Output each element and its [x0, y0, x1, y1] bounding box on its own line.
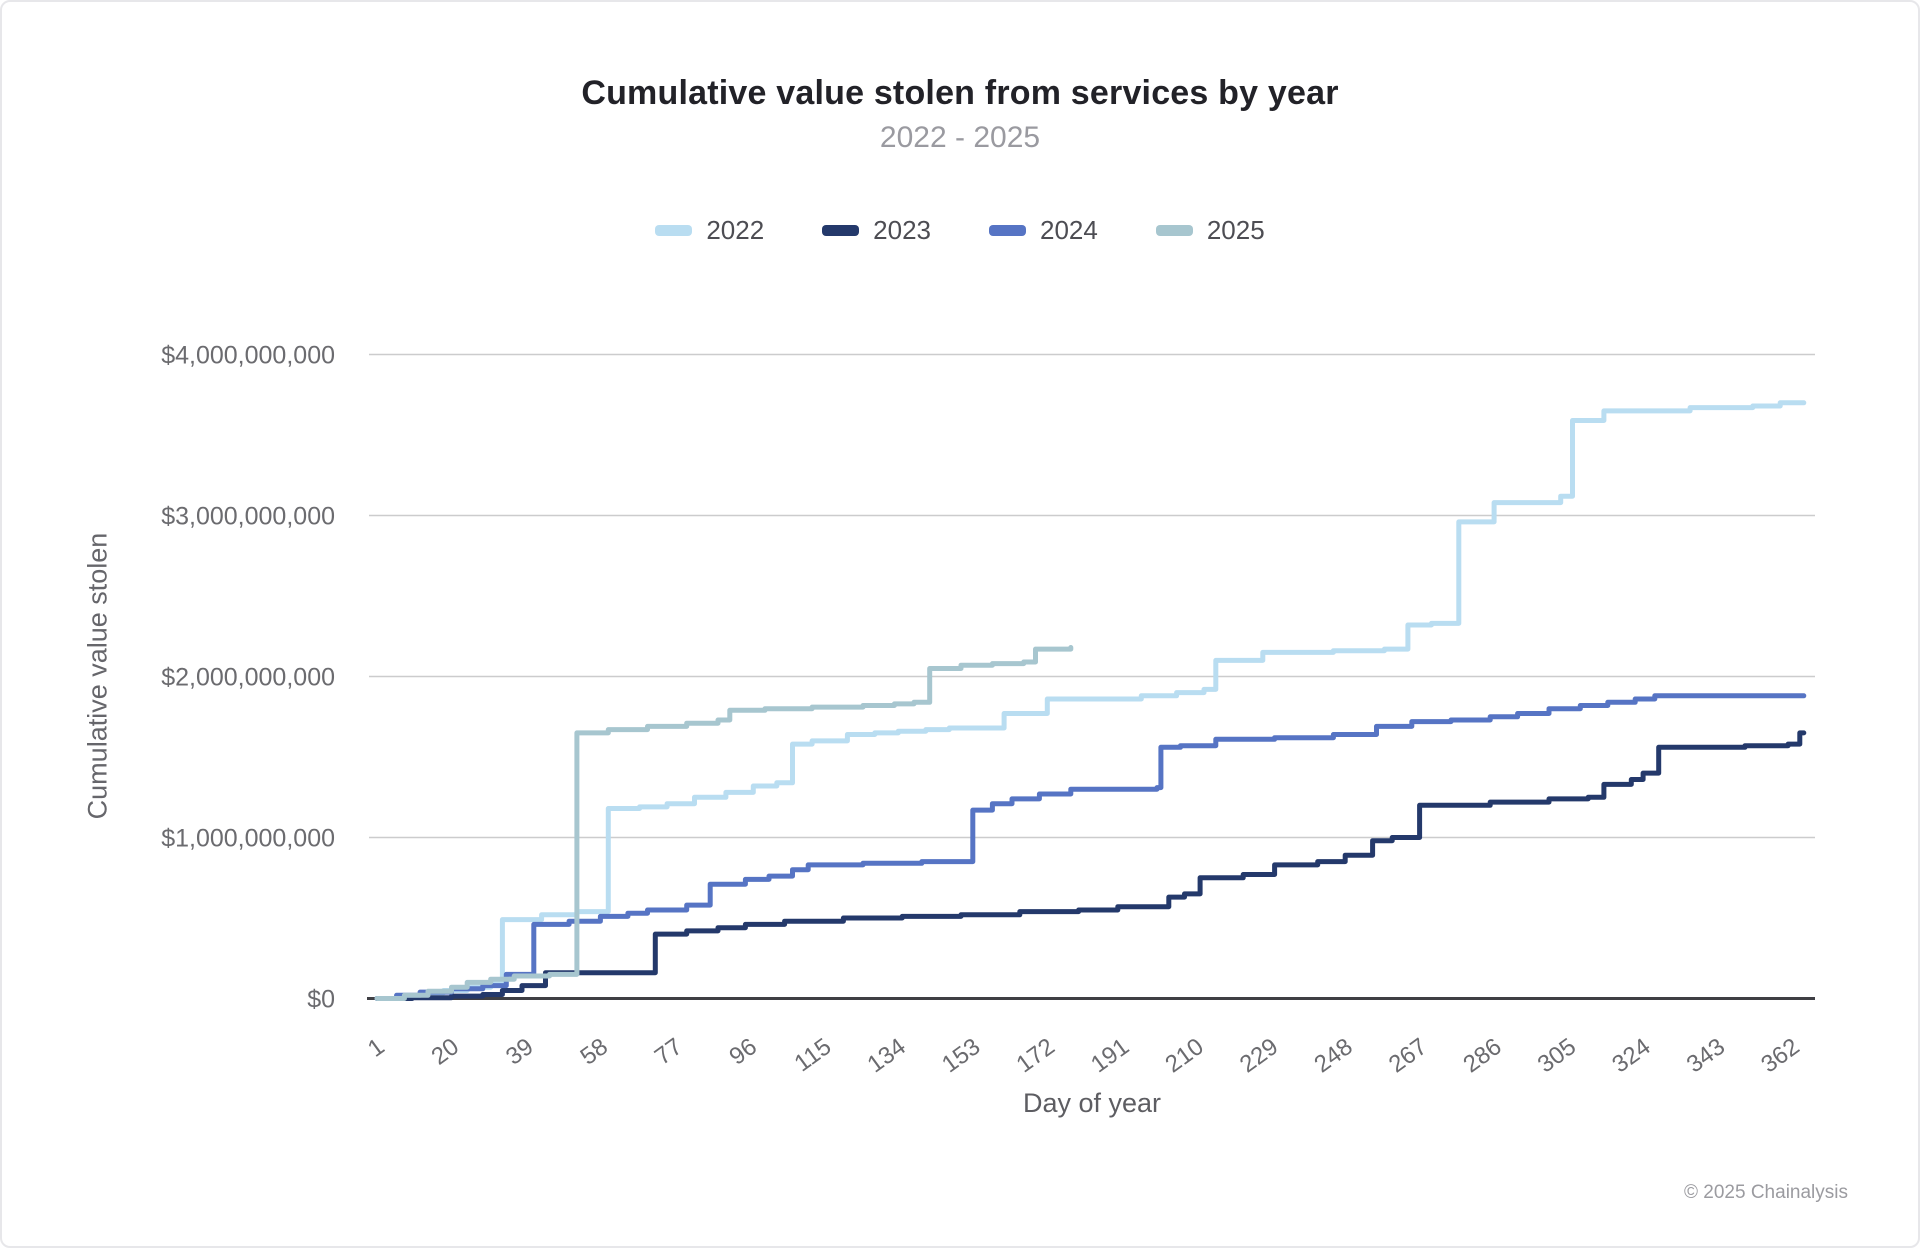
x-tick: 248	[1309, 1033, 1357, 1078]
legend-label: 2023	[873, 215, 931, 245]
x-tick: 210	[1160, 1033, 1208, 1078]
series-line-2025[interactable]	[374, 645, 1074, 1001]
x-tick: 77	[650, 1033, 687, 1071]
x-tick-label: 39	[501, 1033, 538, 1071]
chart-title: Cumulative value stolen from services by…	[581, 74, 1339, 112]
x-tick: 39	[501, 1033, 538, 1071]
x-tick-label: 191	[1086, 1033, 1134, 1078]
legend: 2022 2023 2024 2025	[2, 215, 1918, 246]
series-line-2024[interactable]	[374, 693, 1807, 1001]
x-tick: 286	[1458, 1033, 1506, 1078]
legend-swatch-2023	[822, 225, 860, 236]
x-tick: 96	[724, 1033, 761, 1071]
y-axis-title: Cumulative value stolen	[82, 532, 113, 820]
x-tick: 324	[1607, 1033, 1655, 1078]
y-tick-label: $3,000,000,000	[161, 503, 335, 531]
x-tick: 267	[1384, 1033, 1432, 1078]
x-tick: 172	[1012, 1033, 1060, 1078]
x-tick-label: 115	[790, 1033, 837, 1077]
legend-label: 2024	[1040, 215, 1098, 245]
x-tick-label: 286	[1458, 1033, 1506, 1078]
x-tick-label: 58	[575, 1033, 612, 1071]
x-tick: 134	[863, 1033, 911, 1078]
series-line-2023[interactable]	[374, 730, 1807, 1001]
x-tick-label: 96	[724, 1033, 761, 1071]
legend-item-2022[interactable]: 2022	[655, 215, 764, 246]
legend-item-2023[interactable]: 2023	[822, 215, 931, 246]
x-tick-label: 153	[937, 1033, 985, 1078]
x-tick-label: 305	[1533, 1033, 1581, 1078]
x-tick-label: 210	[1160, 1033, 1208, 1078]
x-tick: 153	[937, 1033, 985, 1078]
x-tick: 58	[575, 1033, 612, 1071]
y-tick-label: $0	[307, 986, 335, 1014]
x-tick: 115	[790, 1033, 837, 1077]
x-tick-label: 229	[1235, 1033, 1283, 1078]
legend-item-2025[interactable]: 2025	[1155, 215, 1265, 246]
y-tick-label: $1,000,000,000	[161, 825, 335, 853]
chart-subtitle: 2022 - 2025	[879, 121, 1041, 154]
x-tick: 343	[1682, 1033, 1730, 1078]
legend-swatch-2022	[655, 225, 693, 236]
legend-label: 2022	[706, 215, 765, 245]
x-tick-label: 134	[863, 1033, 911, 1078]
legend-swatch-2024	[989, 225, 1026, 236]
x-tick-label: 362	[1756, 1033, 1804, 1078]
x-tick: 229	[1235, 1033, 1283, 1078]
legend-item-2024[interactable]: 2024	[989, 215, 1098, 246]
x-tick: 305	[1533, 1033, 1581, 1078]
x-tick: 362	[1756, 1033, 1804, 1078]
x-tick: 20	[427, 1033, 464, 1071]
legend-swatch-2025	[1155, 225, 1193, 236]
x-tick-label: 1	[363, 1033, 390, 1063]
legend-label: 2025	[1206, 215, 1265, 245]
x-tick-label: 343	[1682, 1033, 1730, 1078]
x-tick-label: 77	[650, 1033, 687, 1071]
x-tick-label: 172	[1012, 1033, 1060, 1078]
x-tick: 191	[1086, 1033, 1134, 1078]
x-tick-label: 267	[1384, 1033, 1432, 1078]
copyright-text: © 2025 Chainalysis	[1684, 1182, 1848, 1203]
y-tick-label: $2,000,000,000	[161, 664, 335, 692]
x-tick-label: 248	[1309, 1033, 1357, 1078]
y-tick-label: $4,000,000,000	[161, 342, 335, 370]
x-tick-label: 20	[427, 1033, 464, 1071]
x-tick: 1	[363, 1033, 390, 1063]
series-line-2022[interactable]	[374, 400, 1807, 1001]
x-tick-label: 324	[1607, 1033, 1655, 1078]
x-axis-title: Day of year	[1022, 1088, 1162, 1118]
